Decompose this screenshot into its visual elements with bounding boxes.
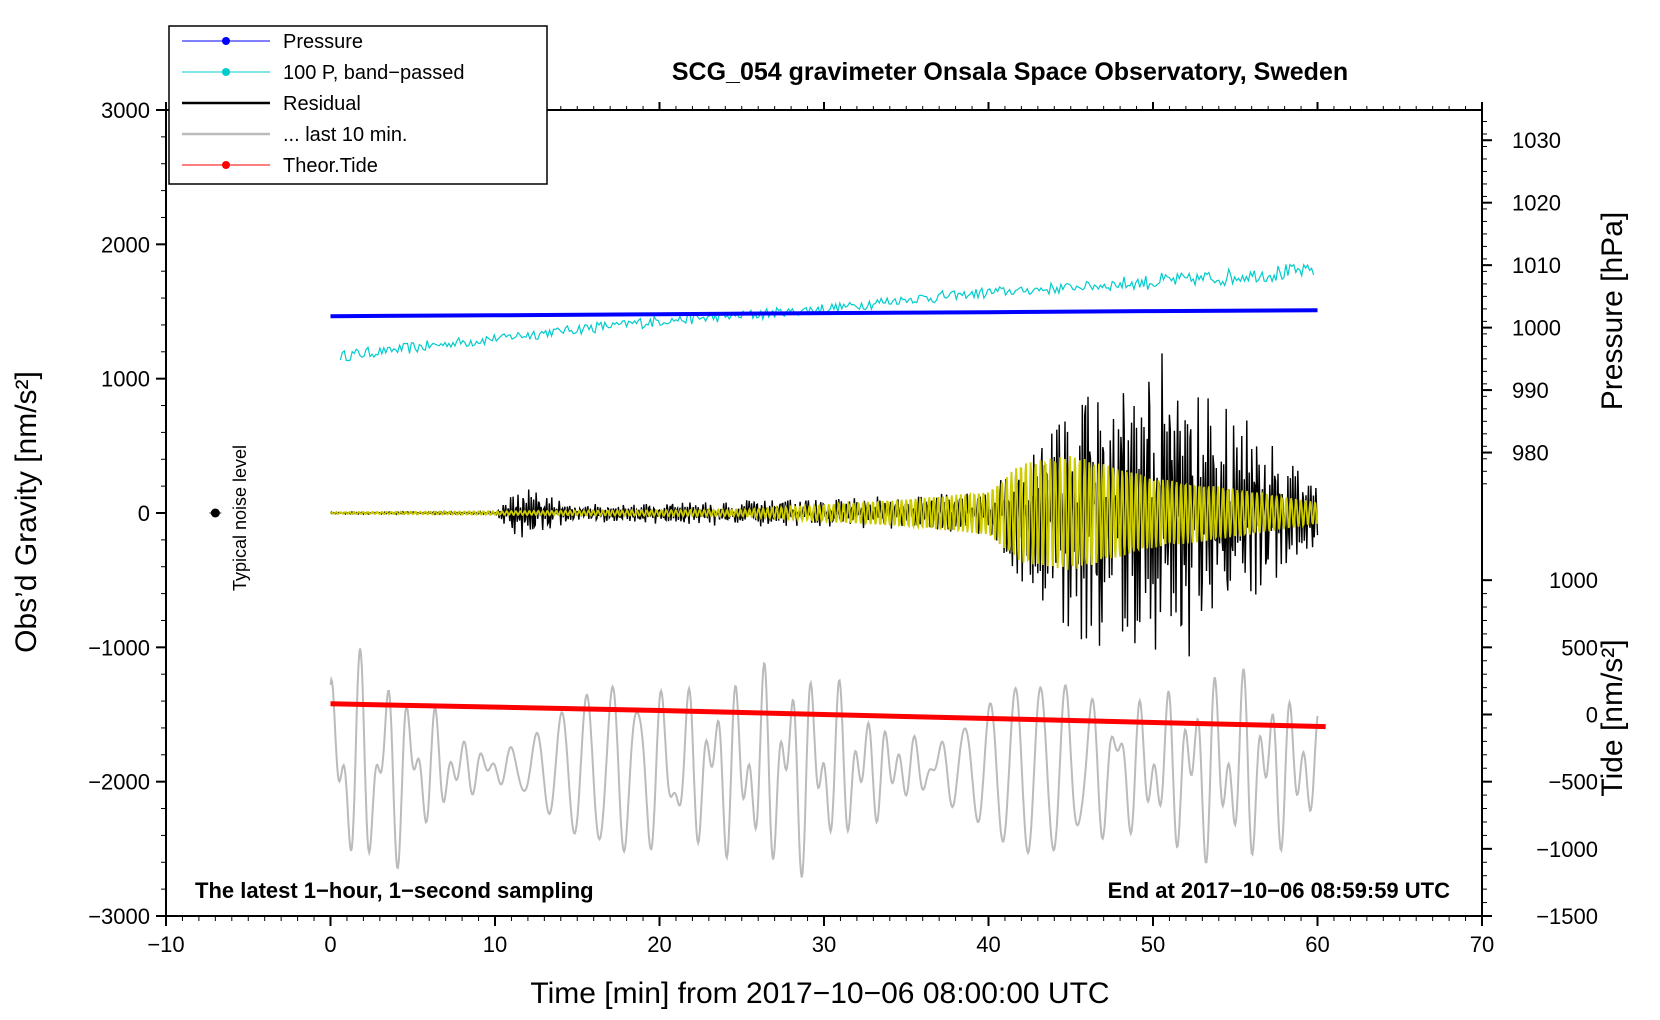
pressure-tick-label: 1000 (1512, 316, 1561, 341)
legend-marker (222, 68, 230, 76)
x-tick-label: 20 (647, 932, 671, 957)
tide-axis: −1500 −1000 −500 0 500 1000 (1482, 568, 1598, 929)
tide-tick-label: −1500 (1536, 904, 1598, 929)
pressure-axis: 980 990 1000 1010 1020 1030 (1482, 120, 1561, 485)
y-axis: −3000 −2000 −1000 0 1000 2000 3000 (88, 98, 166, 929)
chart-title: SCG_054 gravimeter Onsala Space Observat… (672, 58, 1348, 86)
y-axis-title: Obs’d Gravity [nm/s²] (10, 371, 43, 653)
pressure-tick-label: 1030 (1512, 128, 1561, 153)
y-tick-label: 2000 (101, 232, 150, 257)
x-tick-label: 60 (1305, 932, 1329, 957)
y-tick-label: −2000 (88, 770, 150, 795)
legend: Pressure 100 P, band−passed Residual ... la… (168, 25, 548, 185)
series-pressure-line (330, 308, 1318, 319)
tide-tick-label: −1000 (1536, 837, 1598, 862)
legend-label: ... last 10 min. (283, 124, 408, 146)
legend-label: Residual (283, 93, 361, 115)
x-tick-label: 50 (1141, 932, 1165, 957)
x-tick-label: 30 (812, 932, 836, 957)
pressure-axis-title: Pressure [hPa] (1596, 212, 1629, 410)
x-tick-label: 0 (324, 932, 336, 957)
pressure-tick-label: 1010 (1512, 253, 1561, 278)
legend-label: Pressure (283, 31, 363, 53)
x-tick-label: 40 (976, 932, 1000, 957)
tide-tick-label: 0 (1586, 703, 1598, 728)
series-tide-line (330, 701, 1326, 730)
tide-axis-title: Tide [nm/s²] (1596, 639, 1629, 796)
y-tick-label: −1000 (88, 635, 150, 660)
x-tick-label: 70 (1470, 932, 1494, 957)
tide-tick-label: 1000 (1549, 568, 1598, 593)
tide-tick-label: −500 (1548, 770, 1598, 795)
sampling-note: The latest 1−hour, 1−second sampling (195, 878, 594, 903)
x-tick-label: 10 (483, 932, 507, 957)
y-tick-label: −3000 (88, 904, 150, 929)
series-filtered-residual-line (329, 455, 1319, 571)
noise-level-marker (210, 508, 220, 518)
tide-tick-label: 500 (1561, 635, 1598, 660)
end-time-note: End at 2017−10−06 08:59:59 UTC (1108, 878, 1451, 903)
legend-marker (222, 161, 230, 169)
legend-box (168, 25, 548, 185)
x-axis: −10 0 10 20 30 40 50 60 70 (147, 102, 1494, 957)
legend-label: Theor.Tide (283, 155, 378, 177)
y-tick-label: 1000 (101, 367, 150, 392)
y-tick-label: 0 (138, 501, 150, 526)
x-axis-title: Time [min] from 2017−10−06 08:00:00 UTC (530, 977, 1109, 1010)
x-tick-label: −10 (147, 932, 184, 957)
plot-area (209, 263, 1326, 878)
noise-level-label: Typical noise level (230, 445, 250, 591)
y-tick-label: 3000 (101, 98, 150, 123)
pressure-tick-label: 1020 (1512, 191, 1561, 216)
legend-marker (222, 37, 230, 45)
series-last-10-min-line (329, 648, 1319, 878)
pressure-tick-label: 990 (1512, 378, 1549, 403)
legend-label: 100 P, band−passed (283, 62, 464, 84)
pressure-tick-label: 980 (1512, 441, 1549, 466)
